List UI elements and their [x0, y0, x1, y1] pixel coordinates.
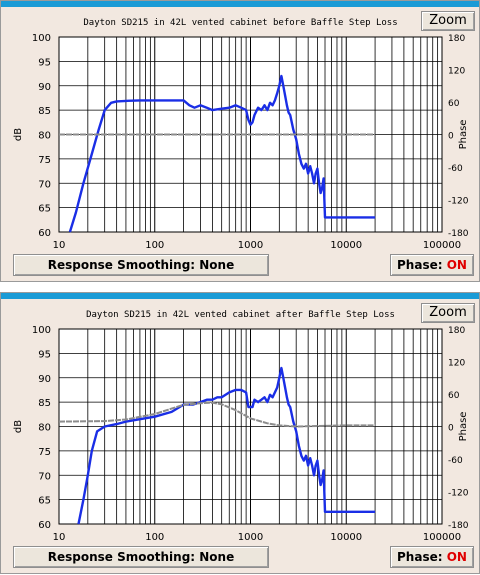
window-top-strip — [1, 1, 479, 7]
y-axis-label: dB — [13, 420, 24, 433]
x-tick-label: 10 — [53, 532, 66, 543]
y-tick-label: 100 — [32, 33, 51, 44]
y-tick-label: 65 — [38, 204, 51, 215]
y-tick-label: 70 — [38, 471, 51, 482]
response-line — [77, 366, 376, 525]
x-tick-label: 1000 — [238, 240, 263, 251]
y-tick-label: 90 — [38, 374, 51, 385]
y-tick-label: 70 — [38, 179, 51, 190]
y2-tick-label: 0 — [448, 424, 454, 434]
x-tick-label: 10000 — [330, 532, 362, 543]
y-tick-label: 85 — [38, 398, 51, 409]
y2-tick-label: -60 — [448, 164, 463, 174]
y2-tick-label: 0 — [448, 132, 454, 142]
y2-tick-label: 60 — [448, 391, 460, 401]
response-smoothing-button[interactable]: Response Smoothing: None — [13, 546, 269, 568]
y2-tick-label: -180 — [448, 229, 469, 239]
phase-state: ON — [446, 550, 467, 564]
y-tick-label: 60 — [38, 520, 51, 531]
y2-axis-label: Phase — [458, 412, 469, 442]
phase-toggle[interactable]: Phase: ON — [390, 546, 474, 568]
y-tick-label: 100 — [32, 325, 51, 336]
x-tick-label: 100 — [145, 532, 164, 543]
window-top-strip — [1, 293, 479, 299]
chart-title: Dayton SD215 in 42L vented cabinet befor… — [83, 18, 397, 28]
y-tick-label: 85 — [38, 106, 51, 117]
y-tick-label: 80 — [38, 131, 51, 142]
y-tick-label: 90 — [38, 82, 51, 93]
y2-axis-label: Phase — [458, 120, 469, 150]
y-tick-label: 95 — [38, 349, 51, 360]
zoom-button[interactable]: Zoom — [421, 303, 475, 323]
response-line — [68, 74, 376, 233]
x-tick-label: 10 — [53, 240, 66, 251]
phase-label: Phase: — [397, 550, 443, 564]
x-tick-label: 100000 — [423, 532, 461, 543]
y-tick-label: 65 — [38, 496, 51, 507]
y2-tick-label: 120 — [448, 67, 465, 77]
response-smoothing-button[interactable]: Response Smoothing: None — [13, 254, 269, 276]
chart-panel-after: Dayton SD215 in 42L vented cabinet after… — [0, 292, 480, 574]
phase-toggle[interactable]: Phase: ON — [390, 254, 474, 276]
y-axis-label: dB — [13, 128, 24, 141]
y2-tick-label: 60 — [448, 99, 460, 109]
chart-panel-before: Dayton SD215 in 42L vented cabinet befor… — [0, 0, 480, 282]
y-tick-label: 80 — [38, 423, 51, 434]
x-tick-label: 10000 — [330, 240, 362, 251]
x-tick-label: 100 — [145, 240, 164, 251]
x-tick-label: 100000 — [423, 240, 461, 251]
x-tick-label: 1000 — [238, 532, 263, 543]
chart-plot-before: Dayton SD215 in 42L vented cabinet befor… — [13, 18, 469, 251]
y2-tick-label: -60 — [448, 456, 463, 466]
phase-state: ON — [446, 258, 467, 272]
chart-plot-after: Dayton SD215 in 42L vented cabinet after… — [13, 310, 469, 543]
y2-tick-label: 120 — [448, 359, 465, 369]
y-tick-label: 95 — [38, 57, 51, 68]
chart-title: Dayton SD215 in 42L vented cabinet after… — [86, 310, 395, 320]
zoom-button[interactable]: Zoom — [421, 11, 475, 31]
y-tick-label: 60 — [38, 228, 51, 239]
y-tick-label: 75 — [38, 155, 51, 166]
y-tick-label: 75 — [38, 447, 51, 458]
y2-tick-label: -180 — [448, 521, 469, 531]
y2-tick-label: 180 — [448, 326, 465, 336]
phase-label: Phase: — [397, 258, 443, 272]
y2-tick-label: 180 — [448, 34, 465, 44]
y2-tick-label: -120 — [448, 197, 469, 207]
y2-tick-label: -120 — [448, 489, 469, 499]
phase-line — [58, 401, 376, 428]
